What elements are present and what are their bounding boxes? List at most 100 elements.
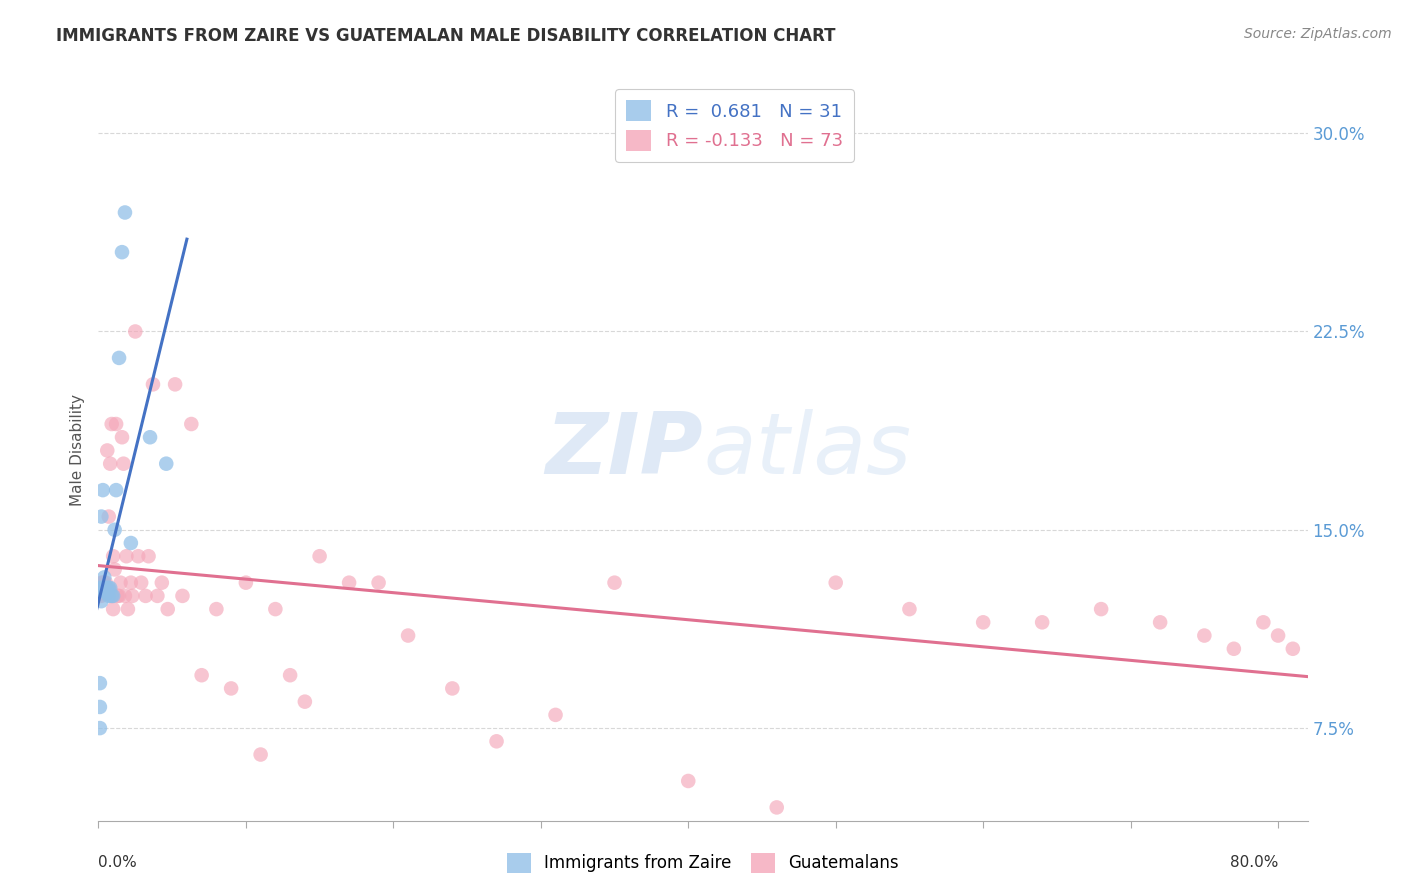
- Point: [90, 589, 112, 603]
- Point: [91, 483, 114, 497]
- Point: [107, 589, 129, 603]
- Y-axis label: Male Disability: Male Disability: [70, 394, 86, 507]
- Point: [97, 581, 120, 595]
- Point: [1149, 615, 1171, 630]
- Point: [89, 581, 111, 595]
- Legend: Immigrants from Zaire, Guatemalans: Immigrants from Zaire, Guatemalans: [501, 847, 905, 880]
- Point: [142, 377, 165, 392]
- Point: [97, 589, 120, 603]
- Point: [94, 575, 117, 590]
- Point: [105, 417, 128, 431]
- Point: [127, 549, 149, 564]
- Point: [89, 700, 111, 714]
- Point: [89, 589, 111, 603]
- Point: [308, 549, 330, 564]
- Point: [367, 575, 389, 590]
- Point: [97, 583, 120, 598]
- Point: [129, 575, 152, 590]
- Point: [94, 583, 117, 598]
- Point: [1223, 641, 1246, 656]
- Point: [101, 602, 124, 616]
- Point: [90, 594, 112, 608]
- Point: [89, 581, 111, 595]
- Point: [150, 575, 173, 590]
- Point: [96, 586, 118, 600]
- Point: [93, 581, 115, 595]
- Point: [156, 602, 179, 616]
- Point: [108, 351, 131, 365]
- Point: [114, 589, 136, 603]
- Point: [120, 575, 142, 590]
- Point: [105, 483, 128, 497]
- Point: [91, 583, 114, 598]
- Point: [93, 586, 115, 600]
- Point: [108, 589, 131, 603]
- Point: [93, 583, 115, 598]
- Point: [1253, 615, 1275, 630]
- Point: [110, 575, 132, 590]
- Point: [124, 325, 146, 339]
- Text: 80.0%: 80.0%: [1230, 855, 1278, 870]
- Point: [121, 589, 143, 603]
- Point: [544, 707, 567, 722]
- Point: [172, 589, 194, 603]
- Point: [111, 430, 134, 444]
- Point: [104, 523, 127, 537]
- Point: [972, 615, 994, 630]
- Point: [135, 589, 157, 603]
- Point: [91, 586, 114, 600]
- Text: atlas: atlas: [703, 409, 911, 492]
- Point: [90, 583, 112, 598]
- Point: [101, 589, 124, 603]
- Point: [205, 602, 228, 616]
- Point: [824, 575, 846, 590]
- Point: [138, 549, 160, 564]
- Point: [120, 536, 142, 550]
- Point: [139, 430, 162, 444]
- Legend: R =  0.681   N = 31, R = -0.133   N = 73: R = 0.681 N = 31, R = -0.133 N = 73: [616, 89, 853, 161]
- Point: [96, 443, 118, 458]
- Point: [1267, 629, 1289, 643]
- Point: [155, 457, 177, 471]
- Point: [190, 668, 212, 682]
- Point: [96, 586, 118, 600]
- Point: [294, 695, 316, 709]
- Point: [90, 581, 112, 595]
- Point: [603, 575, 626, 590]
- Point: [898, 602, 921, 616]
- Point: [91, 581, 114, 595]
- Point: [112, 457, 135, 471]
- Point: [1194, 629, 1216, 643]
- Point: [765, 800, 787, 814]
- Point: [115, 549, 138, 564]
- Point: [1090, 602, 1112, 616]
- Point: [337, 575, 360, 590]
- Point: [98, 457, 121, 471]
- Point: [96, 581, 118, 595]
- Point: [117, 602, 139, 616]
- Point: [100, 589, 122, 603]
- Point: [249, 747, 271, 762]
- Point: [89, 676, 111, 690]
- Point: [100, 589, 122, 603]
- Point: [146, 589, 169, 603]
- Point: [89, 721, 111, 735]
- Point: [278, 668, 301, 682]
- Point: [90, 509, 112, 524]
- Point: [219, 681, 242, 696]
- Point: [165, 377, 187, 392]
- Point: [678, 774, 700, 789]
- Text: 0.0%: 0.0%: [98, 855, 138, 870]
- Point: [98, 583, 121, 598]
- Point: [396, 629, 419, 643]
- Point: [100, 417, 122, 431]
- Point: [180, 417, 202, 431]
- Point: [264, 602, 287, 616]
- Text: IMMIGRANTS FROM ZAIRE VS GUATEMALAN MALE DISABILITY CORRELATION CHART: IMMIGRANTS FROM ZAIRE VS GUATEMALAN MALE…: [56, 27, 835, 45]
- Point: [1031, 615, 1053, 630]
- Text: Source: ZipAtlas.com: Source: ZipAtlas.com: [1244, 27, 1392, 41]
- Point: [90, 575, 112, 590]
- Point: [97, 509, 120, 524]
- Point: [485, 734, 508, 748]
- Point: [441, 681, 464, 696]
